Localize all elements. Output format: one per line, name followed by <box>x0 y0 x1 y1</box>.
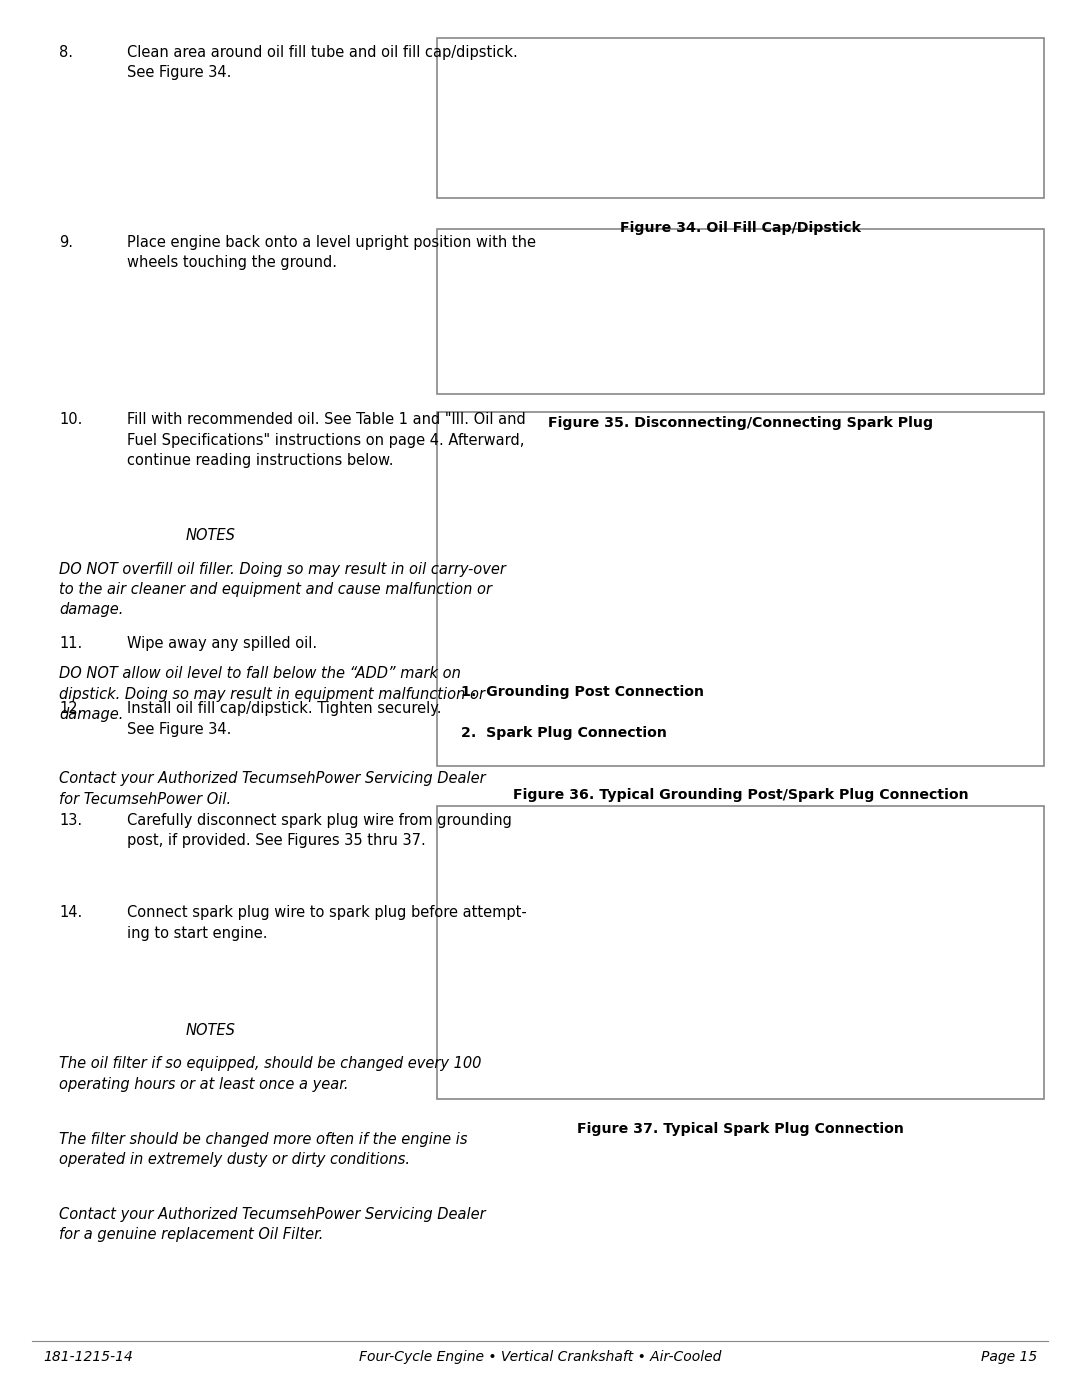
Text: 9.: 9. <box>59 235 73 250</box>
Text: 10.: 10. <box>59 412 83 427</box>
Text: Figure 34. Oil Fill Cap/Dipstick: Figure 34. Oil Fill Cap/Dipstick <box>620 221 862 235</box>
Bar <box>437 229 1044 394</box>
Text: Contact your Authorized TecumsehPower Servicing Dealer
for TecumsehPower Oil.: Contact your Authorized TecumsehPower Se… <box>59 771 486 806</box>
Text: DO NOT allow oil level to fall below the “ADD” mark on
dipstick. Doing so may re: DO NOT allow oil level to fall below the… <box>59 666 485 722</box>
Text: Figure 35. Disconnecting/Connecting Spark Plug: Figure 35. Disconnecting/Connecting Spar… <box>549 416 933 430</box>
Text: Carefully disconnect spark plug wire from grounding
post, if provided. See Figur: Carefully disconnect spark plug wire fro… <box>127 813 512 848</box>
Text: Four-Cycle Engine • Vertical Crankshaft • Air-Cooled: Four-Cycle Engine • Vertical Crankshaft … <box>359 1350 721 1363</box>
Text: Page 15: Page 15 <box>981 1350 1037 1363</box>
Text: Wipe away any spilled oil.: Wipe away any spilled oil. <box>127 636 318 651</box>
Text: 181-1215-14: 181-1215-14 <box>43 1350 133 1363</box>
Text: The oil filter if so equipped, should be changed every 100
operating hours or at: The oil filter if so equipped, should be… <box>59 1056 482 1091</box>
Text: Clean area around oil fill tube and oil fill cap/dipstick.
See Figure 34.: Clean area around oil fill tube and oil … <box>127 45 518 80</box>
Text: Connect spark plug wire to spark plug before attempt-
ing to start engine.: Connect spark plug wire to spark plug be… <box>127 905 527 940</box>
Text: Fill with recommended oil. See Table 1 and "III. Oil and
Fuel Specifications" in: Fill with recommended oil. See Table 1 a… <box>127 412 526 468</box>
Text: 2.  Spark Plug Connection: 2. Spark Plug Connection <box>461 726 667 740</box>
Text: 12.: 12. <box>59 701 83 717</box>
Text: 14.: 14. <box>59 905 83 921</box>
Text: 11.: 11. <box>59 636 83 651</box>
Bar <box>437 412 1044 766</box>
Text: 1.  Grounding Post Connection: 1. Grounding Post Connection <box>461 685 704 698</box>
Text: The filter should be changed more often if the engine is
operated in extremely d: The filter should be changed more often … <box>59 1132 468 1166</box>
Text: 8.: 8. <box>59 45 73 60</box>
Text: Figure 37. Typical Spark Plug Connection: Figure 37. Typical Spark Plug Connection <box>578 1122 904 1136</box>
Text: Place engine back onto a level upright position with the
wheels touching the gro: Place engine back onto a level upright p… <box>127 235 537 270</box>
Text: Figure 36. Typical Grounding Post/Spark Plug Connection: Figure 36. Typical Grounding Post/Spark … <box>513 788 969 802</box>
Text: DO NOT overfill oil filler. Doing so may result in oil carry-over
to the air cle: DO NOT overfill oil filler. Doing so may… <box>59 562 507 617</box>
Text: 13.: 13. <box>59 813 82 828</box>
Text: Contact your Authorized TecumsehPower Servicing Dealer
for a genuine replacement: Contact your Authorized TecumsehPower Se… <box>59 1207 486 1242</box>
Text: NOTES: NOTES <box>186 1023 235 1038</box>
Text: NOTES: NOTES <box>186 528 235 543</box>
Bar <box>437 38 1044 198</box>
Bar <box>437 806 1044 1099</box>
Text: Install oil fill cap/dipstick. Tighten securely.
See Figure 34.: Install oil fill cap/dipstick. Tighten s… <box>127 701 442 736</box>
